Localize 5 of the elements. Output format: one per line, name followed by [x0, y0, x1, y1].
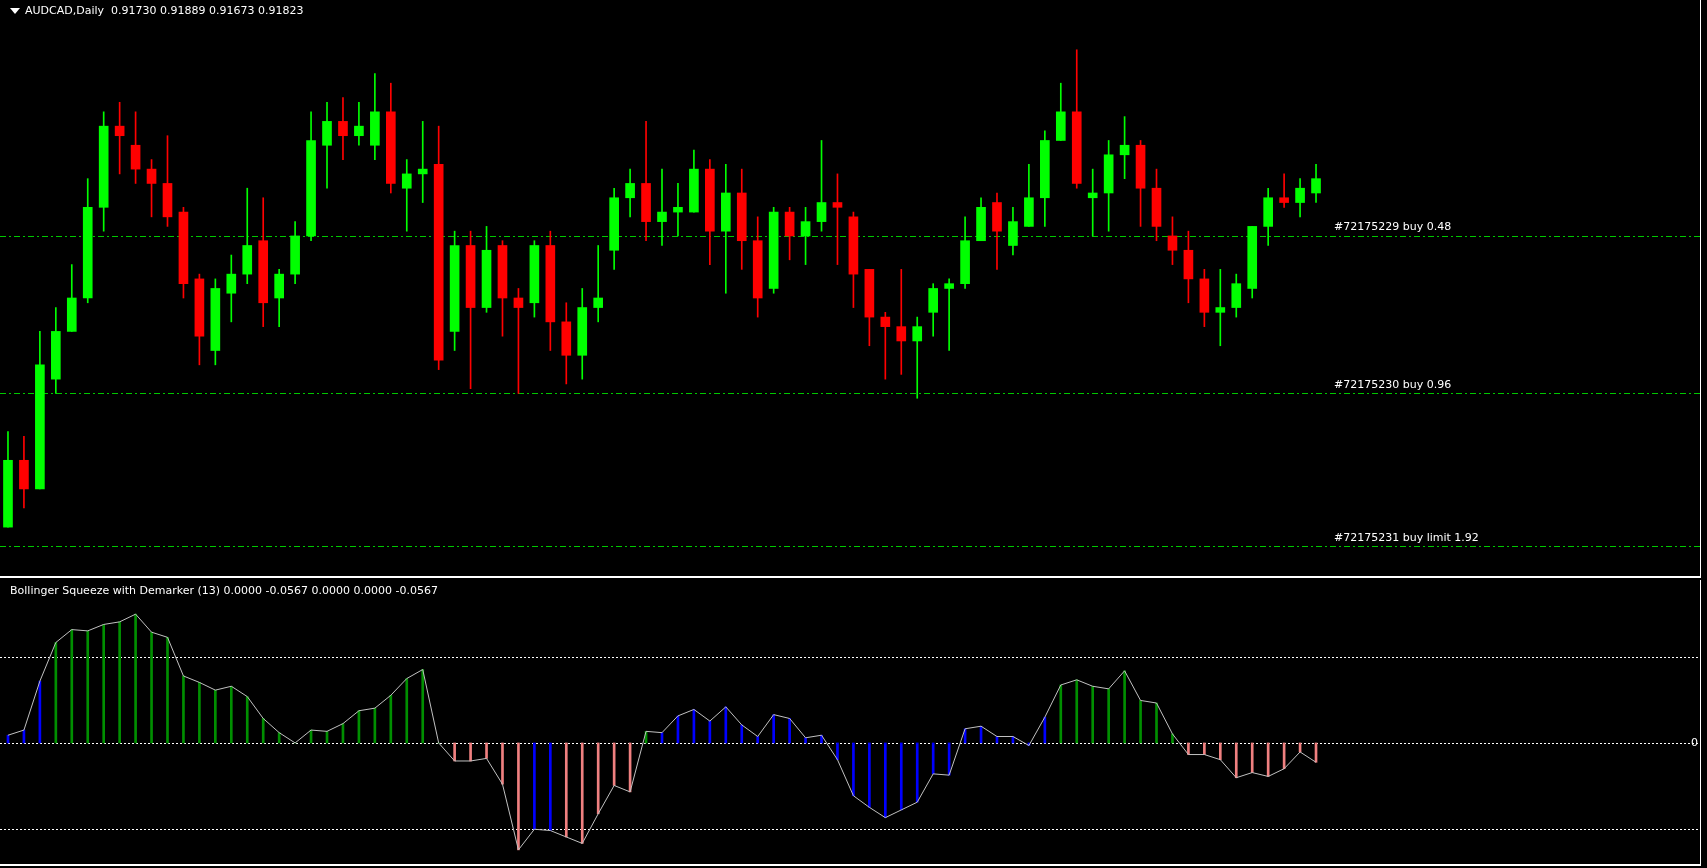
chart-title: Bollinger Squeeze with Demarker (13) 0.0000 -0.0567 0.0000 0.0000 -0.0567 [10, 584, 438, 597]
ref-line-label: #72175229 buy 0.48 [1334, 220, 1452, 234]
ref-line-label: #72175230 buy 0.96 [1334, 377, 1452, 391]
chart-title: AUDCAD,Daily 0.91730 0.91889 0.91673 0.91823 [25, 4, 304, 17]
ref-line-label: #72175231 buy limit 1.92 [1334, 530, 1479, 544]
